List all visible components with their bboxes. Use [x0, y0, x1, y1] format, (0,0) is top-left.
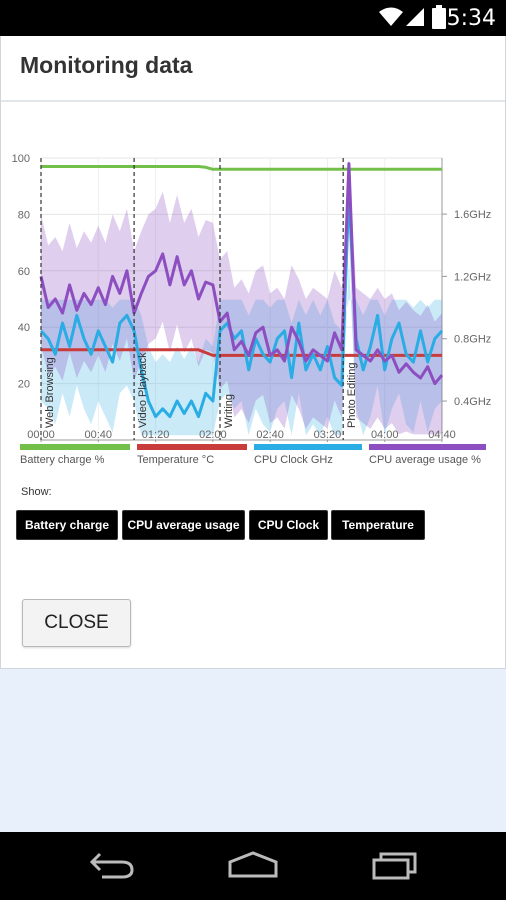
series-line-battery-charge [41, 165, 442, 171]
navigation-bar [0, 832, 506, 900]
segment-label: Photo Editing [346, 363, 358, 428]
legend-battery: Battery charge % [20, 444, 130, 474]
toggle-cpu-clock-button[interactable]: CPU Clock [249, 510, 328, 540]
segment-label: Web Browsing [44, 357, 56, 428]
legend-label: CPU Clock GHz [254, 454, 333, 466]
toggle-temperature-button[interactable]: Temperature [331, 510, 425, 540]
legend-cpu-clock: CPU Clock GHz [254, 444, 362, 474]
cpu-clock-range-band [41, 260, 442, 436]
monitoring-dialog: Monitoring data Web Browsing Video Playba… [0, 36, 506, 669]
segment-label: Video Playback [137, 352, 149, 428]
legend-swatch [137, 444, 247, 450]
legend-label: Battery charge % [20, 454, 105, 466]
legend-temperature: Temperature °C [137, 444, 247, 474]
cell-signal-icon [406, 8, 424, 26]
y-left-tick-label: 80 [18, 209, 30, 221]
legend-cpu-usage: CPU average usage % [369, 444, 486, 474]
legend-swatch [20, 444, 130, 450]
y-left-tick-label: 60 [18, 266, 30, 278]
x-tick-label: 04:40 [428, 429, 456, 441]
series-line-cpu-clock-ghz [39, 189, 444, 419]
x-tick-label: 04:00 [371, 429, 399, 441]
dialog-title: Monitoring data [20, 52, 193, 78]
close-button[interactable]: CLOSE [22, 599, 131, 647]
x-tick-label: 00:40 [85, 429, 113, 441]
recent-apps-icon[interactable] [371, 850, 419, 880]
series-line-cpu-average-usage [39, 162, 444, 386]
x-tick-label: 00:00 [27, 429, 55, 441]
x-tick-label: 02:00 [199, 429, 227, 441]
status-bar: 5:34 [0, 0, 506, 36]
y-right-tick-label: 1.6GHz [454, 209, 491, 221]
monitoring-chart: Web Browsing Video Playback Writing Photo E… [12, 153, 491, 442]
x-tick-label: 03:20 [314, 429, 342, 441]
legend-label: Temperature °C [137, 454, 215, 466]
x-tick-label: 01:20 [142, 429, 170, 441]
home-icon[interactable] [227, 850, 279, 880]
y-right-tick-label: 1.2GHz [454, 271, 491, 283]
segment-label: Writing [223, 394, 235, 428]
legend-label: CPU average usage % [369, 454, 481, 466]
legend-swatch [369, 444, 486, 450]
toggle-battery-charge-button[interactable]: Battery charge [16, 510, 118, 540]
battery-icon [432, 5, 446, 29]
y-left-tick-label: 20 [18, 379, 30, 391]
show-label: Show: [21, 486, 52, 498]
toggle-cpu-usage-button[interactable]: CPU average usage [122, 510, 245, 540]
y-left-tick-label: 100 [12, 153, 30, 165]
y-left-tick-label: 40 [18, 322, 30, 334]
title-divider [1, 100, 505, 102]
clock: 5:34 [446, 6, 496, 31]
x-tick-label: 02:40 [256, 429, 284, 441]
back-icon[interactable] [88, 850, 136, 880]
y-right-tick-label: 0.8GHz [454, 334, 491, 346]
wifi-icon [379, 7, 403, 26]
y-right-tick-label: 0.4GHz [454, 396, 491, 408]
legend-swatch [254, 444, 362, 450]
